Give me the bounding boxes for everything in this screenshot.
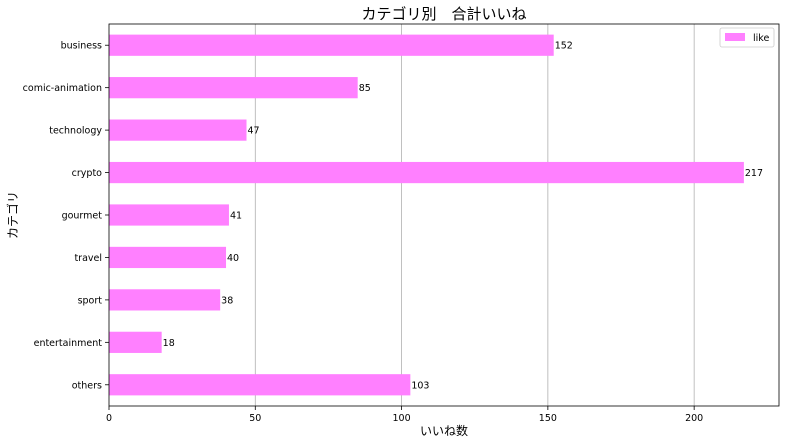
data-label-sport: 38 [221, 295, 233, 306]
data-label-entertainment: 18 [163, 338, 175, 349]
y-tick-label: travel [74, 253, 102, 264]
y-tick-label: others [72, 380, 102, 391]
bar-others [109, 374, 411, 396]
data-label-comic-animation: 85 [359, 83, 371, 94]
y-tick-label: comic-animation [23, 83, 102, 94]
data-label-gourmet: 41 [230, 211, 242, 222]
y-tick-label: crypto [72, 168, 103, 179]
legend-label: like [753, 33, 769, 44]
data-label-others: 103 [411, 380, 429, 391]
y-tick-label: business [61, 41, 102, 52]
bar-technology [109, 119, 247, 141]
x-tick-label: 150 [539, 413, 557, 424]
y-tick-label: entertainment [34, 338, 103, 349]
bar-comic-animation [109, 77, 358, 99]
x-tick-label: 200 [685, 413, 703, 424]
x-axis-label: いいね数 [420, 423, 468, 438]
bar-entertainment [109, 331, 162, 353]
x-tick-label: 50 [249, 413, 261, 424]
legend: like [719, 27, 775, 48]
legend-frame [719, 27, 775, 48]
bar-crypto [109, 161, 744, 184]
data-labels: 152 85 47 217 41 40 38 18 103 [163, 41, 763, 392]
y-axis-ticks: business comic-animation technology crypto g… [23, 41, 109, 391]
y-tick-label: gourmet [62, 211, 103, 222]
y-tick-label: sport [78, 295, 103, 306]
y-tick-label: technology [49, 126, 102, 137]
legend-swatch [725, 33, 745, 41]
y-axis-label: カテゴリ [5, 191, 20, 239]
bars [109, 34, 744, 396]
data-label-business: 152 [555, 41, 573, 52]
bar-gourmet [109, 204, 229, 226]
data-label-technology: 47 [248, 126, 260, 137]
data-label-travel: 40 [227, 253, 239, 264]
data-label-crypto: 217 [745, 168, 763, 179]
chart-title: カテゴリ別 合計いいね [361, 5, 526, 23]
x-axis-ticks: 0 50 100 150 200 [106, 406, 703, 424]
gridlines [254, 24, 695, 406]
x-tick-label: 0 [106, 413, 112, 424]
bar-travel [109, 246, 227, 269]
x-tick-label: 100 [393, 413, 411, 424]
bar-business [109, 34, 554, 56]
bar-sport [109, 289, 221, 311]
